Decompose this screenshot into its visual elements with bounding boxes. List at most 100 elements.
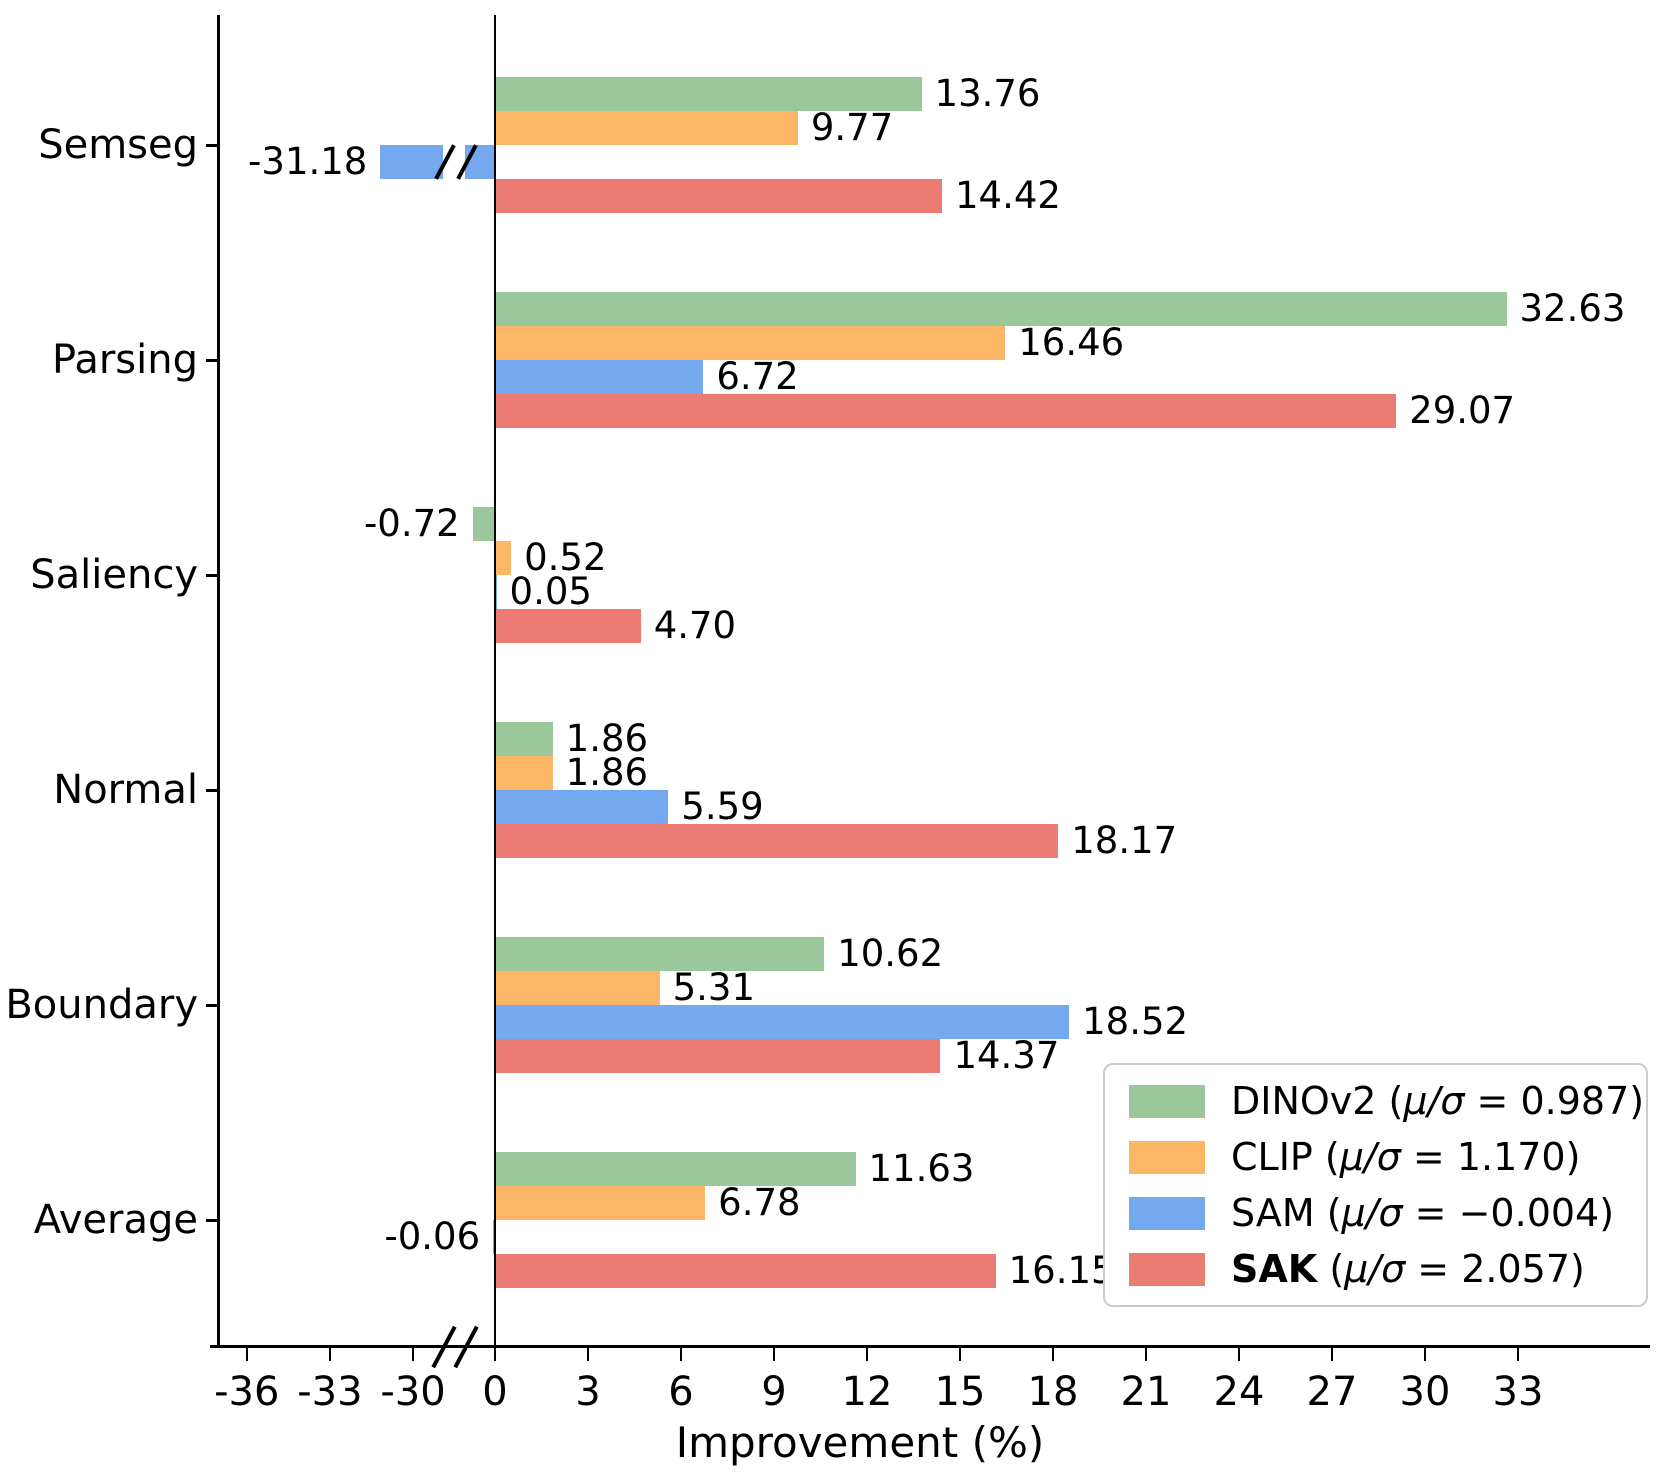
y-tick [206, 1004, 218, 1007]
x-tick [1052, 1348, 1054, 1361]
x-tick-label: -33 [297, 1369, 363, 1415]
bar [495, 1005, 1070, 1039]
bar-value-label: 32.63 [1519, 287, 1626, 330]
bar-value-label: 6.78 [718, 1181, 801, 1224]
legend-stat-value: 0.987 [1520, 1079, 1630, 1123]
bar-value-label: -31.18 [248, 140, 368, 183]
x-tick [1424, 1348, 1426, 1361]
x-tick [959, 1348, 961, 1361]
bar [472, 507, 495, 541]
bar [495, 111, 798, 145]
bar-value-label: 18.17 [1071, 819, 1178, 862]
legend-stat-value: −0.004 [1458, 1191, 1600, 1235]
x-tick [1517, 1348, 1519, 1361]
legend-item: DINOv2 (μ/σ = 0.987) [1105, 1075, 1646, 1127]
bar-value-label: 0.52 [524, 536, 607, 579]
y-tick [206, 144, 218, 147]
bar [495, 756, 553, 790]
bar [495, 292, 1507, 326]
x-tick [1145, 1348, 1147, 1361]
bar [495, 971, 660, 1005]
bar [495, 790, 669, 824]
y-tick [206, 574, 218, 577]
bar [495, 1152, 856, 1186]
x-tick-label: 6 [668, 1369, 694, 1415]
bar [495, 179, 943, 213]
x-tick-label: -36 [214, 1369, 280, 1415]
x-tick-label: 0 [482, 1369, 508, 1415]
bar-value-label: 5.31 [672, 966, 755, 1009]
bar-value-label: 5.59 [681, 785, 764, 828]
x-tick-label: 18 [1027, 1369, 1079, 1415]
legend-label: CLIP (μ/σ = 1.170) [1231, 1135, 1581, 1179]
x-tick [245, 1348, 248, 1361]
x-tick [587, 1348, 589, 1361]
bar [495, 609, 641, 643]
y-tick-label: Boundary [5, 982, 198, 1028]
legend-label: SAK (μ/σ = 2.057) [1231, 1247, 1585, 1291]
bar-value-label: 0.05 [509, 570, 592, 613]
bar-value-label: 10.62 [837, 932, 944, 975]
x-tick [773, 1348, 775, 1361]
x-tick [866, 1348, 868, 1361]
x-tick-label: 30 [1399, 1369, 1451, 1415]
legend-item: CLIP (μ/σ = 1.170) [1105, 1131, 1646, 1183]
legend-series-name: SAM [1231, 1191, 1315, 1235]
y-tick [206, 789, 218, 792]
bar [495, 824, 1059, 858]
x-tick-label: 3 [575, 1369, 601, 1415]
bar [495, 394, 1397, 428]
bar-segment [465, 145, 495, 179]
x-tick [1331, 1348, 1333, 1361]
legend-item: SAK (μ/σ = 2.057) [1105, 1243, 1646, 1295]
legend-swatch [1129, 1084, 1205, 1118]
bar [495, 77, 922, 111]
bar-value-label: 14.37 [953, 1034, 1060, 1077]
zero-line [494, 15, 496, 1345]
legend-stat-symbol: μ/σ [1403, 1079, 1465, 1123]
y-tick [206, 1219, 218, 1222]
bar-value-label: 6.72 [716, 355, 799, 398]
x-tick-label: 21 [1120, 1369, 1172, 1415]
bar [495, 1186, 706, 1220]
bar-value-label: 9.77 [810, 106, 894, 149]
bar [495, 1254, 996, 1288]
y-tick-label: Parsing [52, 337, 198, 383]
y-tick-label: Average [33, 1197, 198, 1243]
x-axis-title: Improvement (%) [675, 1418, 1045, 1467]
bar-value-label: 4.70 [653, 604, 737, 647]
legend: DINOv2 (μ/σ = 0.987) CLIP (μ/σ = 1.170) SA… [1103, 1063, 1648, 1307]
bar-value-label: 16.46 [1018, 321, 1125, 364]
x-tick [1238, 1348, 1240, 1361]
x-tick-label: -30 [380, 1369, 446, 1415]
x-tick-label: 24 [1213, 1369, 1265, 1415]
bar-value-label: 1.86 [565, 717, 649, 760]
bar [495, 722, 553, 756]
legend-swatch [1129, 1252, 1205, 1286]
bar-value-label: 29.07 [1409, 389, 1516, 432]
x-tick-label: 9 [761, 1369, 787, 1415]
x-tick [412, 1348, 414, 1361]
legend-series-name: DINOv2 [1231, 1079, 1377, 1123]
legend-stat-symbol: μ/σ [1339, 1135, 1401, 1179]
legend-label: SAM (μ/σ = −0.004) [1231, 1191, 1615, 1235]
x-tick-label: 15 [934, 1369, 986, 1415]
bar-segment [380, 145, 443, 179]
y-tick-label: Saliency [30, 552, 198, 598]
x-tick [328, 1348, 331, 1361]
legend-series-name: SAK [1231, 1247, 1318, 1291]
bar-value-label: 16.15 [1008, 1249, 1115, 1292]
legend-stat-symbol: μ/σ [1341, 1191, 1403, 1235]
x-tick-label: 27 [1306, 1369, 1358, 1415]
bar-value-label: 18.52 [1082, 1000, 1189, 1043]
legend-stat-value: 2.057 [1461, 1247, 1571, 1291]
legend-stat-symbol: μ/σ [1344, 1247, 1406, 1291]
legend-item: SAM (μ/σ = −0.004) [1105, 1187, 1646, 1239]
legend-swatch [1129, 1140, 1205, 1174]
legend-series-name: CLIP [1231, 1135, 1313, 1179]
bar [495, 326, 1006, 360]
x-tick-label: 33 [1492, 1369, 1544, 1415]
x-tick-label: 12 [841, 1369, 893, 1415]
